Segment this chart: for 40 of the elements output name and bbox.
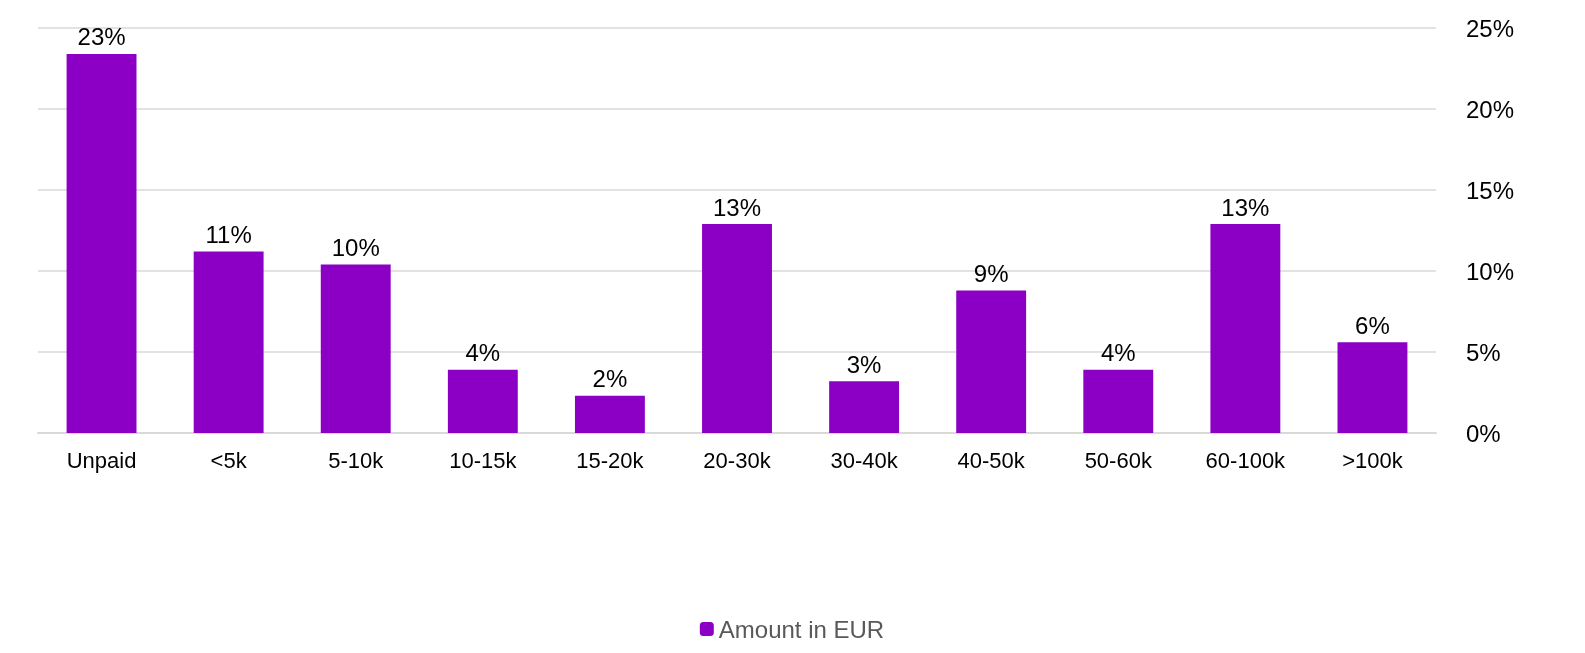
data-label: 2% xyxy=(592,365,628,393)
bar xyxy=(1083,369,1154,433)
x-tick-label: >100k xyxy=(1342,447,1404,473)
x-tick-label: Unpaid xyxy=(66,447,137,473)
y-tick-label: 20% xyxy=(1466,95,1515,123)
data-label: 10% xyxy=(331,234,380,262)
bar xyxy=(702,224,772,433)
bar xyxy=(447,369,518,433)
x-tick-label: 50-60k xyxy=(1084,447,1153,473)
x-tick-label: <5k xyxy=(210,447,248,473)
data-label: 4% xyxy=(1100,339,1136,367)
data-label: 3% xyxy=(846,350,882,378)
legend-label: Amount in EUR xyxy=(718,615,885,643)
data-label: 23% xyxy=(77,23,126,51)
y-tick-label: 15% xyxy=(1466,176,1515,204)
x-tick-label: 60-100k xyxy=(1205,447,1287,473)
bar xyxy=(956,290,1027,433)
bar xyxy=(829,381,900,433)
x-tick-label: 30-40k xyxy=(830,447,899,473)
data-label: 6% xyxy=(1355,311,1390,339)
bar xyxy=(574,395,645,433)
bar xyxy=(1210,224,1281,433)
data-label: 4% xyxy=(465,339,501,367)
bar xyxy=(320,264,391,433)
bar xyxy=(66,53,137,433)
y-tick-label: 25% xyxy=(1466,14,1515,42)
data-label: 9% xyxy=(973,259,1009,287)
x-tick-label: 40-50k xyxy=(957,447,1026,473)
y-tick-label: 0% xyxy=(1466,419,1501,447)
data-label: 13% xyxy=(1221,193,1270,221)
bar xyxy=(1337,342,1408,433)
data-label: 13% xyxy=(712,193,762,221)
data-label: 11% xyxy=(205,221,252,249)
y-tick-label: 5% xyxy=(1466,338,1501,366)
x-tick-label: 15-20k xyxy=(576,447,645,473)
x-tick-label: 20-30k xyxy=(703,447,772,473)
x-tick-label: 10-15k xyxy=(449,447,518,473)
x-tick-label: 5-10k xyxy=(328,447,385,473)
y-tick-label: 10% xyxy=(1466,257,1515,285)
bar xyxy=(193,251,264,433)
